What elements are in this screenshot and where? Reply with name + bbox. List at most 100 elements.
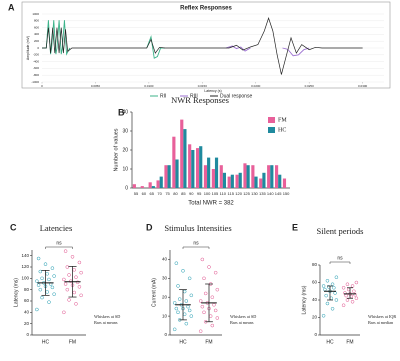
- y-tick-label: 40: [312, 297, 318, 302]
- dot: [74, 275, 78, 279]
- legend-swatch: [268, 117, 275, 123]
- panel-label: E: [292, 222, 298, 232]
- dot: [321, 284, 326, 288]
- x-tick-label: 110: [220, 191, 227, 196]
- dot: [182, 289, 187, 294]
- x-tick-label: 65: [150, 191, 155, 196]
- significance-label: ns: [56, 240, 62, 246]
- bar: [259, 178, 263, 188]
- dot: [77, 285, 82, 289]
- dot: [172, 301, 177, 305]
- x-tick-label: FM: [69, 339, 76, 345]
- dot: [341, 286, 346, 290]
- x-tick-label: 120: [235, 191, 242, 196]
- bar: [148, 182, 152, 188]
- dot: [72, 290, 76, 295]
- dot: [200, 304, 205, 309]
- dot: [353, 293, 357, 297]
- dot: [172, 327, 177, 332]
- y-axis-label: Amplitude (mV): [26, 36, 30, 60]
- dot: [181, 269, 185, 273]
- dot: [189, 293, 194, 298]
- y-tick-label: 200: [34, 39, 39, 43]
- bar: [164, 165, 168, 188]
- bar: [183, 129, 187, 188]
- bar: [254, 176, 258, 188]
- legend-label: HC: [278, 127, 286, 133]
- bar: [267, 165, 271, 188]
- y-tick-label: 20: [162, 294, 168, 299]
- y-tick-label: 60: [312, 280, 318, 285]
- bar: [282, 178, 287, 188]
- trace: [42, 16, 363, 75]
- significance-label: ns: [193, 240, 199, 246]
- dot: [176, 284, 180, 288]
- y-tick-label: 400: [34, 32, 39, 36]
- x-tick-label: 0.0250: [305, 84, 315, 88]
- bar: [227, 176, 231, 188]
- panel-label: D: [146, 222, 153, 232]
- y-tick-label: 140: [21, 253, 29, 258]
- x-tick-label: FM: [346, 339, 353, 345]
- dot: [72, 268, 76, 272]
- x-axis-label: Latency (s): [204, 89, 221, 93]
- dot: [67, 273, 71, 277]
- significance-label: ns: [337, 255, 343, 261]
- bar: [274, 165, 279, 188]
- dot: [334, 298, 339, 302]
- y-tick-label: -200: [33, 53, 39, 57]
- dot: [207, 265, 211, 269]
- bar: [222, 172, 227, 188]
- chart-title: Stimulus Intensities: [164, 223, 231, 233]
- y-tick-label: -1000: [31, 80, 39, 84]
- y-tick-label: 20: [24, 321, 30, 326]
- dot: [210, 295, 215, 299]
- x-tick-label: 70: [157, 191, 162, 196]
- bar: [175, 159, 179, 188]
- bar: [219, 165, 223, 188]
- dot: [184, 321, 189, 326]
- dot: [50, 266, 55, 270]
- panel-label: C: [10, 222, 17, 232]
- dot: [177, 297, 182, 301]
- y-tick-label: -800: [33, 73, 39, 77]
- y-tick-label: 0: [26, 332, 29, 337]
- dot: [45, 290, 49, 294]
- y-tick-label: 600: [34, 25, 39, 29]
- y-tick-label: 0: [37, 46, 39, 50]
- dot: [202, 310, 206, 315]
- legend-label: FM: [278, 117, 287, 123]
- dot: [350, 284, 355, 288]
- dot: [79, 270, 83, 275]
- x-tick-label: 125: [243, 191, 250, 196]
- x-tick-label: 0.0100: [144, 84, 154, 88]
- x-tick-label: 150: [283, 191, 290, 196]
- y-tick-label: 0: [164, 332, 167, 337]
- dot: [174, 261, 179, 265]
- dot: [184, 299, 189, 303]
- dot: [52, 292, 56, 296]
- dot: [77, 260, 82, 265]
- x-tick-label: 0.0050: [91, 84, 101, 88]
- bar: [246, 165, 250, 188]
- dot: [186, 304, 190, 309]
- dot: [203, 291, 208, 296]
- dot: [332, 286, 336, 290]
- bar: [243, 163, 247, 188]
- x-tick-label: 90: [189, 191, 194, 196]
- x-tick-label: 100: [204, 191, 211, 196]
- x-tick-label: HC: [179, 339, 187, 345]
- y-tick-label: 40: [162, 257, 168, 262]
- y-tick-label: 800: [34, 19, 39, 23]
- dot: [75, 280, 80, 285]
- note: Whiskers at SD: [230, 314, 256, 319]
- dot: [62, 277, 66, 282]
- y-tick-label: -600: [33, 66, 39, 70]
- bar: [270, 165, 274, 188]
- x-tick-label: HC: [42, 339, 50, 345]
- x-tick-label: 140: [267, 191, 274, 196]
- bar: [167, 165, 171, 188]
- dot: [62, 310, 66, 315]
- dot: [198, 329, 203, 333]
